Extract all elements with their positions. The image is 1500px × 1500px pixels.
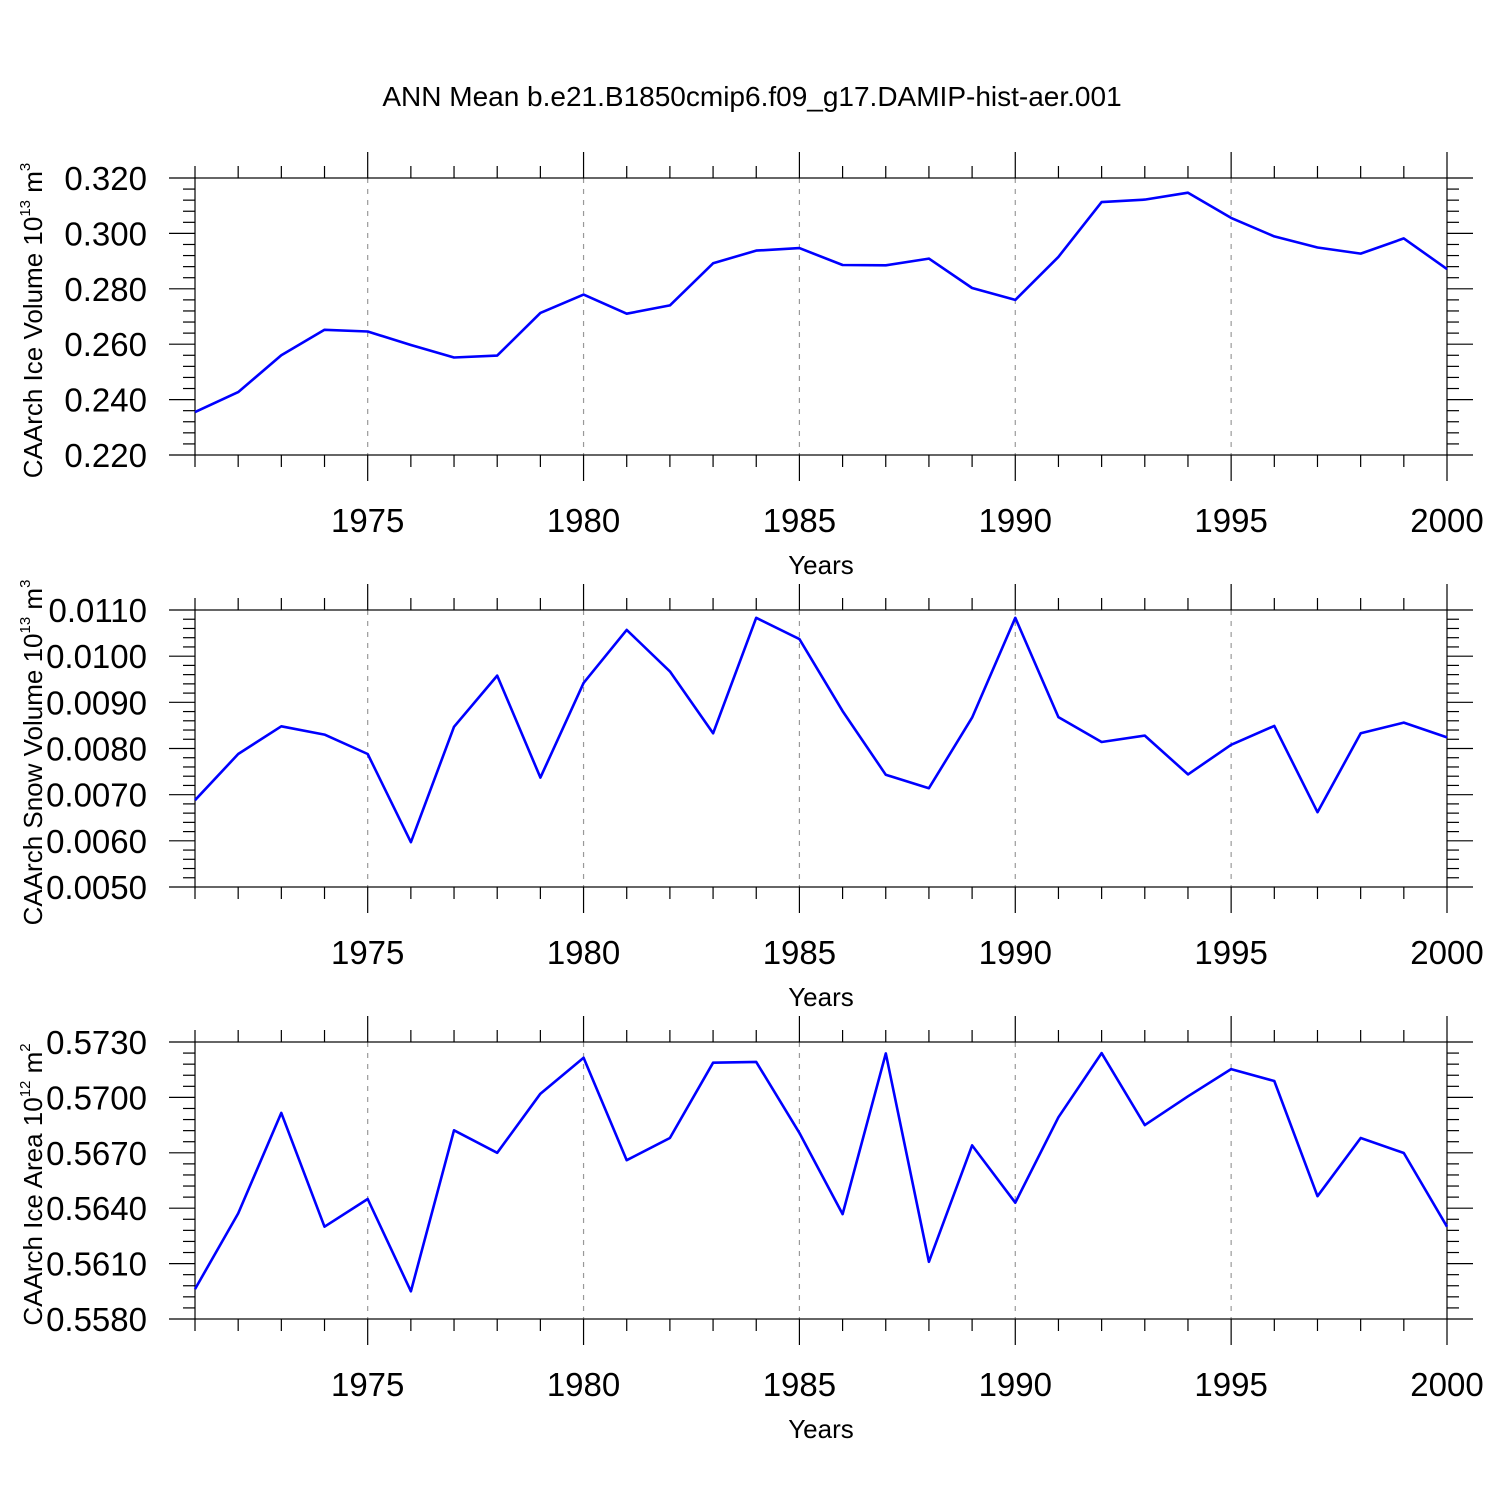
y-tick-label: 0.260 <box>64 326 147 363</box>
figure-title: ANN Mean b.e21.B1850cmip6.f09_g17.DAMIP-… <box>382 81 1121 112</box>
chart-panel-ice-area: 0.5580 0.5610 0.5640 0.5670 0.5700 0.5730 1975… <box>17 1016 1484 1444</box>
y-tick-label: 0.0090 <box>46 684 147 721</box>
y-axis-title: CAArch Ice Volume 1013 m3 <box>17 163 48 479</box>
x-tick-label: 2000 <box>1410 502 1483 539</box>
y-tick-label: 0.300 <box>64 215 147 252</box>
series-line-snow-volume <box>194 616 1448 844</box>
x-tick-label: 1975 <box>331 1366 404 1403</box>
x-tick-label: 1980 <box>547 934 620 971</box>
y-tick-label: 0.280 <box>64 271 147 308</box>
x-tick-label: 1980 <box>547 502 620 539</box>
x-tick-label: 2000 <box>1410 1366 1483 1403</box>
x-tick-label: 1985 <box>763 934 836 971</box>
x-axis-title: Years <box>788 982 854 1012</box>
y-tick-label: 0.5700 <box>46 1079 147 1116</box>
x-tick-label: 1995 <box>1194 1366 1267 1403</box>
series-line-ice-volume <box>194 191 1448 414</box>
x-tick-label: 1975 <box>331 934 404 971</box>
y-tick-label: 0.5640 <box>46 1190 147 1227</box>
x-tick-label: 1990 <box>979 934 1052 971</box>
x-tick-label: 1975 <box>331 502 404 539</box>
y-tick-label: 0.0050 <box>46 869 147 906</box>
panels: 0.220 0.240 0.260 0.280 0.300 0.320 1975 1980 19… <box>17 152 1484 1444</box>
y-tick-label: 0.5730 <box>46 1024 147 1061</box>
y-tick-label: 0.320 <box>64 160 147 197</box>
y-tick-label: 0.0100 <box>46 638 147 675</box>
y-tick-label: 0.0110 <box>49 592 147 629</box>
y-tick-label: 0.5610 <box>46 1246 147 1283</box>
x-tick-label: 1995 <box>1194 934 1267 971</box>
y-axis-title: CAArch Snow Volume 1013 m3 <box>17 580 48 926</box>
x-tick-label: 1990 <box>979 502 1052 539</box>
y-tick-label: 0.220 <box>64 437 147 474</box>
y-tick-label: 0.5580 <box>46 1301 147 1338</box>
chart-panel-snow-volume: 0.0050 0.0060 0.0070 0.0080 0.0090 0.0100 0.01… <box>17 580 1484 1012</box>
y-tick-label: 0.0060 <box>46 823 147 860</box>
y-tick-label: 0.0080 <box>46 731 147 768</box>
x-tick-label: 2000 <box>1410 934 1483 971</box>
x-tick-label: 1990 <box>979 1366 1052 1403</box>
y-tick-label: 0.5670 <box>46 1135 147 1172</box>
x-axis-title: Years <box>788 550 854 580</box>
plot-frame <box>194 1041 1448 1320</box>
x-tick-label: 1995 <box>1194 502 1267 539</box>
series-line-ice-area <box>193 1051 1449 1293</box>
x-tick-label: 1985 <box>763 502 836 539</box>
chart-panel-ice-volume: 0.220 0.240 0.260 0.280 0.300 0.320 1975 1980 19… <box>17 152 1484 580</box>
x-axis-title: Years <box>788 1414 854 1444</box>
y-axis-title: CAArch Ice Area 1012 m2 <box>17 1043 48 1325</box>
x-tick-label: 1985 <box>763 1366 836 1403</box>
plot-frame <box>194 609 1448 888</box>
plot-frame <box>194 177 1448 456</box>
x-tick-label: 1980 <box>547 1366 620 1403</box>
y-tick-label: 0.0070 <box>46 777 147 814</box>
y-tick-label: 0.240 <box>64 382 147 419</box>
